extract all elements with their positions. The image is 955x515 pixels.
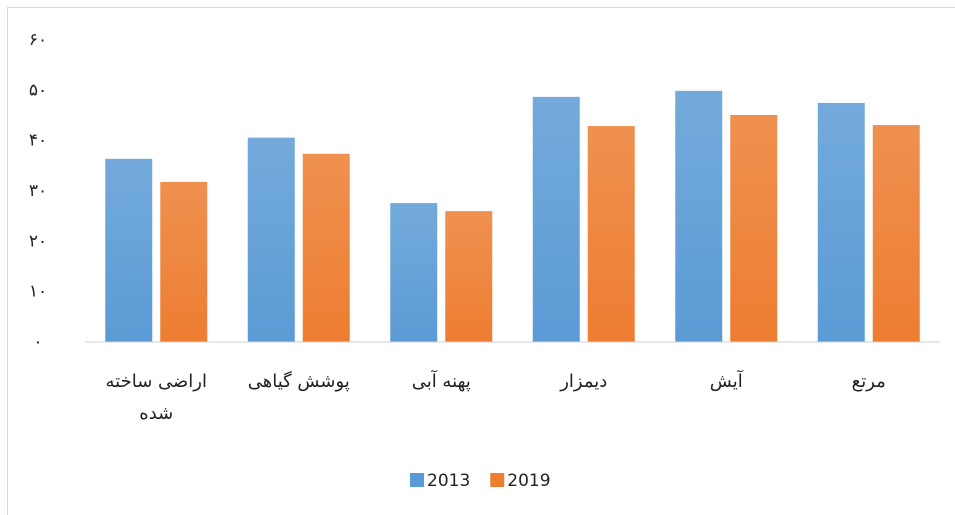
y-tick-label: ۴۰ — [29, 131, 47, 151]
bar — [817, 102, 865, 343]
bar — [302, 153, 350, 342]
legend-label: 2019 — [507, 471, 550, 491]
bar — [587, 126, 635, 342]
bar — [160, 181, 208, 342]
legend-swatch — [490, 473, 505, 487]
y-tick-label: ۱۰ — [29, 282, 47, 302]
bar — [675, 90, 723, 342]
legend-swatch — [410, 473, 424, 487]
x-tick-label: پوشش گیاهی — [247, 371, 350, 392]
x-tick-label: مرتع — [851, 371, 886, 392]
bar — [105, 158, 153, 342]
x-tick-label: اراضی ساخته شده — [105, 371, 207, 424]
bar — [247, 137, 295, 342]
bar — [730, 114, 778, 342]
x-tick-label: آیش — [709, 371, 743, 392]
x-tick-label: پهنه آبی — [411, 371, 471, 392]
bar — [532, 96, 580, 342]
legend-label: 2013 — [427, 471, 470, 491]
y-tick-label: ۰ — [33, 332, 42, 352]
chart-border — [7, 7, 955, 515]
y-tick-label: ۶۰ — [29, 30, 47, 50]
bar — [390, 203, 438, 342]
bar — [445, 211, 493, 342]
bar — [872, 125, 920, 343]
y-tick-label: ۳۰ — [29, 181, 47, 201]
x-tick-label: دیمزار — [560, 371, 608, 392]
y-tick-label: ۵۰ — [29, 80, 47, 100]
y-tick-label: ۲۰ — [29, 231, 47, 251]
